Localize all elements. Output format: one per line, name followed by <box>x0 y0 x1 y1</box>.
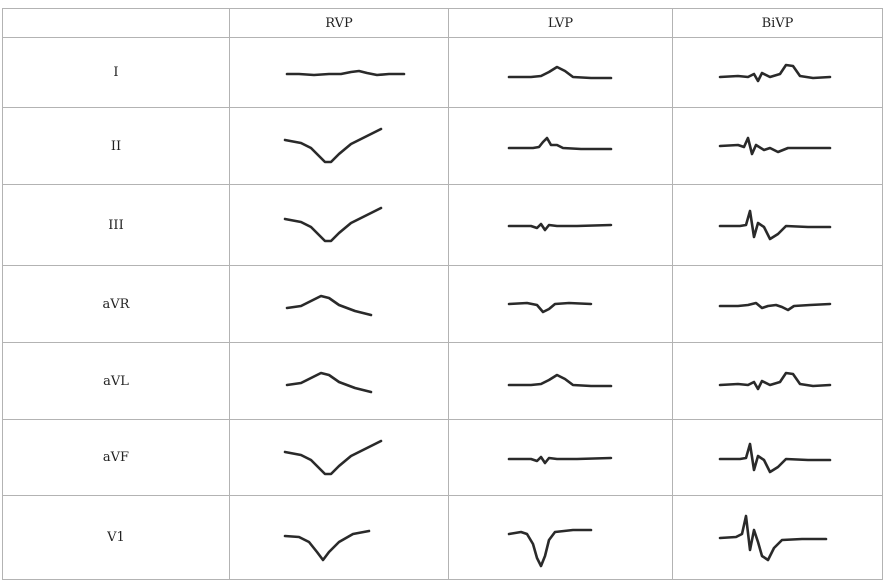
table-row: aVF <box>2 419 883 496</box>
trace-cell-rvp <box>229 184 449 266</box>
ecg-waveform-lead-i-bivp <box>718 63 831 82</box>
ecg-trace-line <box>718 209 831 241</box>
ecg-trace-line <box>283 529 371 561</box>
lead-label-iii: III <box>2 184 230 266</box>
ecg-trace-line <box>718 514 827 561</box>
trace-cell-bivp <box>672 184 883 266</box>
trace-cell-bivp <box>672 265 883 343</box>
lead-label-ii: II <box>2 107 230 185</box>
ecg-waveform-lead-iii-rvp <box>283 206 383 243</box>
table-row: aVL <box>2 342 883 420</box>
trace-cell-lvp <box>448 419 673 496</box>
ecg-trace-line <box>507 528 592 567</box>
ecg-waveform-lead-ii-rvp <box>283 127 383 164</box>
trace-cell-rvp <box>229 419 449 496</box>
ecg-waveform-lead-avl-bivp <box>718 371 831 391</box>
trace-cell-lvp <box>448 495 673 580</box>
header-row: RVP LVP BiVP <box>2 8 883 38</box>
ecg-waveform-lead-ii-bivp <box>718 136 831 156</box>
table-row: V1 <box>2 495 883 580</box>
ecg-trace-line <box>507 301 592 314</box>
ecg-trace-line <box>285 294 373 317</box>
ecg-waveform-lead-i-lvp <box>507 65 612 79</box>
ecg-waveform-lead-v1-lvp <box>507 528 592 567</box>
ecg-waveform-lead-iii-lvp <box>507 222 612 232</box>
corner-header <box>2 8 230 38</box>
lead-label-avr: aVR <box>2 265 230 343</box>
ecg-waveform-lead-v1-bivp <box>718 514 827 561</box>
ecg-waveform-lead-v1-rvp <box>283 529 371 561</box>
trace-cell-lvp <box>448 184 673 266</box>
trace-cell-lvp <box>448 107 673 185</box>
trace-cell-bivp <box>672 37 883 108</box>
trace-cell-rvp <box>229 265 449 343</box>
trace-cell-bivp <box>672 419 883 496</box>
ecg-trace-line <box>718 442 831 473</box>
ecg-waveform-lead-avr-lvp <box>507 301 592 314</box>
table-body: I II III aVR aVL aVF V1 <box>2 37 883 580</box>
ecg-waveform-lead-avf-rvp <box>283 439 383 475</box>
trace-cell-rvp <box>229 495 449 580</box>
ecg-waveform-lead-avf-lvp <box>507 455 612 464</box>
trace-cell-lvp <box>448 342 673 420</box>
lead-label-i: I <box>2 37 230 108</box>
trace-cell-lvp <box>448 265 673 343</box>
ecg-waveform-lead-avf-bivp <box>718 442 831 473</box>
table-row: III <box>2 184 883 266</box>
trace-cell-bivp <box>672 495 883 580</box>
table-row: I <box>2 37 883 108</box>
ecg-trace-line <box>718 136 831 156</box>
ecg-trace-line <box>285 69 406 76</box>
trace-cell-bivp <box>672 107 883 185</box>
ecg-trace-line <box>507 65 612 79</box>
ecg-trace-line <box>718 63 831 82</box>
table-row: aVR <box>2 265 883 343</box>
column-header-rvp: RVP <box>229 8 449 38</box>
ecg-waveform-lead-ii-lvp <box>507 136 612 151</box>
trace-cell-lvp <box>448 37 673 108</box>
trace-cell-rvp <box>229 342 449 420</box>
trace-cell-rvp <box>229 37 449 108</box>
ecg-trace-line <box>507 222 612 232</box>
ecg-trace-line <box>718 301 831 312</box>
ecg-trace-line <box>507 373 612 388</box>
lead-label-avf: aVF <box>2 419 230 496</box>
ecg-trace-line <box>283 127 383 164</box>
ecg-waveform-lead-avr-rvp <box>285 294 373 317</box>
column-header-lvp: LVP <box>448 8 673 38</box>
ecg-waveform-lead-avr-bivp <box>718 301 831 312</box>
ecg-trace-line <box>507 455 612 464</box>
ecg-waveform-lead-avl-rvp <box>285 371 373 394</box>
ecg-trace-line <box>283 439 383 475</box>
ecg-trace-line <box>283 206 383 243</box>
ecg-waveform-lead-avl-lvp <box>507 373 612 388</box>
ecg-waveform-lead-i-rvp <box>285 69 406 76</box>
ecg-waveform-lead-iii-bivp <box>718 209 831 241</box>
ecg-pacing-table: RVP LVP BiVP I II III aVR aVL aVF V1 <box>2 8 883 580</box>
trace-cell-rvp <box>229 107 449 185</box>
ecg-trace-line <box>718 371 831 391</box>
table-row: II <box>2 107 883 185</box>
ecg-trace-line <box>507 136 612 151</box>
trace-cell-bivp <box>672 342 883 420</box>
ecg-trace-line <box>285 371 373 394</box>
lead-label-v1: V1 <box>2 495 230 580</box>
lead-label-avl: aVL <box>2 342 230 420</box>
column-header-bivp: BiVP <box>672 8 883 38</box>
